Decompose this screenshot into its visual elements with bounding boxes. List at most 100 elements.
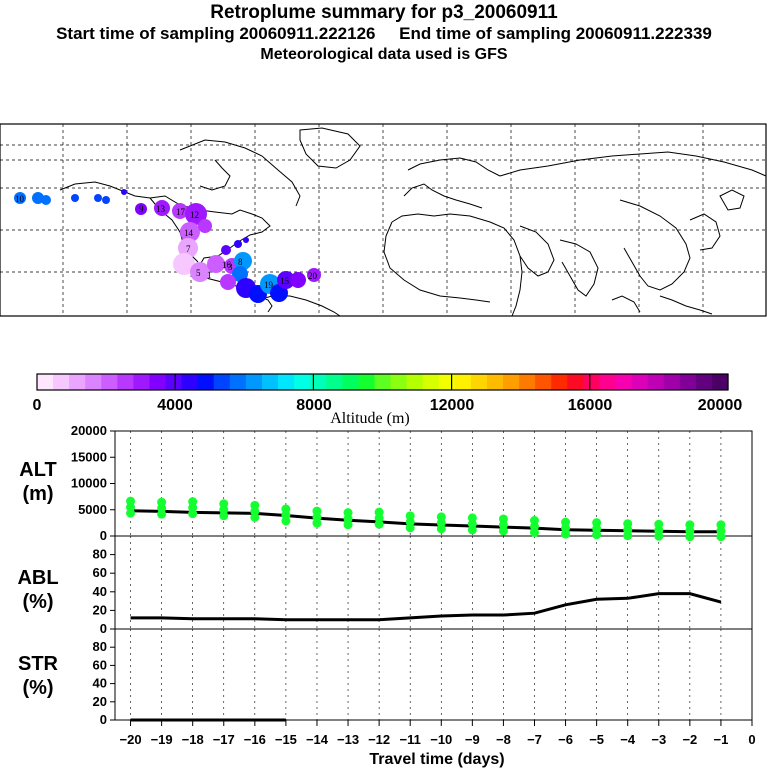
abl-series-line <box>130 592 722 622</box>
colorbar-swatch <box>37 374 54 390</box>
alt-scatter-point <box>374 519 384 529</box>
plume-dot <box>94 194 102 202</box>
plume-label: 20 <box>308 271 318 281</box>
y-tick-label: 80 <box>93 639 107 654</box>
alt-series-line <box>130 509 721 534</box>
colorbar-swatch <box>261 374 279 390</box>
colorbar-swatch <box>149 374 167 390</box>
x-tick-label: −14 <box>306 732 329 747</box>
plume-dot <box>185 203 207 225</box>
colorbar-swatch <box>599 374 617 390</box>
plume-dot <box>232 266 248 282</box>
colorbar-swatch <box>358 374 376 390</box>
colorbar-swatch <box>438 374 456 390</box>
x-tick-labels: −20 −19 −18 −17 −16 −15 −14 −13 −12 −11 −10 −9 −8 −7−… <box>120 720 756 747</box>
colorbar-swatches <box>37 374 729 390</box>
abl-ylabel-line2: (%) <box>22 591 53 613</box>
colorbar-dividers <box>174 374 591 390</box>
colorbar-swatch <box>342 374 359 390</box>
time-series-panels: 0 5000 10000 15000 20000 0 20 40 60 80 0 20 40 60 80 −… <box>17 423 755 768</box>
plume-dot <box>135 203 147 215</box>
x-tick-label: −19 <box>151 732 173 747</box>
y-tick-label: 0 <box>100 712 107 727</box>
alt-scatter-point <box>312 518 322 528</box>
retroplume-track <box>14 189 321 303</box>
plume-label: 8 <box>238 257 243 267</box>
alt-scatter-point <box>157 509 167 519</box>
series-marks <box>126 496 726 722</box>
y-tick-label: 20000 <box>71 423 107 438</box>
colorbar-swatch <box>535 374 552 390</box>
colorbar-swatch <box>631 374 649 390</box>
alt-scatter-point <box>498 526 508 536</box>
colorbar-swatch <box>486 374 504 390</box>
colorbar-swatch <box>647 374 665 390</box>
plume-dot <box>178 238 198 258</box>
plume-dot <box>220 274 236 290</box>
plume-label: 9 <box>139 204 144 214</box>
plume-dot <box>102 196 110 204</box>
x-axis-title: Travel time (days) <box>369 751 504 768</box>
plume-dot <box>207 255 225 273</box>
sampling-times: Start time of sampling 20060911.222126 E… <box>56 24 712 43</box>
x-tick-label: −10 <box>430 732 452 747</box>
plume-label: 7 <box>186 244 191 254</box>
x-tick-label: −4 <box>620 732 636 747</box>
colorbar-swatch <box>663 374 681 390</box>
plume-dot <box>190 262 210 282</box>
alt-scatter-point <box>405 523 415 533</box>
plume-dot <box>14 192 26 204</box>
alt-scatter-point <box>654 531 664 541</box>
colorbar-swatch <box>470 374 488 390</box>
figure-title: Retroplume summary for p3_20060911 <box>210 2 558 23</box>
colorbar-swatch <box>422 374 440 390</box>
colorbar-swatch <box>165 374 183 390</box>
colorbar-swatch <box>390 374 408 390</box>
colorbar-swatch <box>679 374 697 390</box>
colorbar-swatch <box>197 374 215 390</box>
colorbar-swatch <box>133 374 151 390</box>
alt-ylabel-line2: (m) <box>22 483 53 505</box>
colorbar-swatch <box>454 374 472 390</box>
colorbar-swatch <box>85 374 102 390</box>
cb-tick-label: 4000 <box>157 397 193 414</box>
y-tick-label: 40 <box>93 584 107 599</box>
x-tick-label: −9 <box>465 732 480 747</box>
x-tick-label: −16 <box>244 732 266 747</box>
str-panel-frame <box>114 628 753 721</box>
alt-scatter-point <box>219 511 229 521</box>
colorbar-swatch <box>181 374 199 390</box>
alt-ylabel-line1: ALT <box>19 459 56 481</box>
cb-tick-label: 8000 <box>296 397 332 414</box>
cb-tick-label: 16000 <box>568 397 613 414</box>
plume-dot <box>234 252 252 270</box>
colorbar-swatch <box>326 374 343 390</box>
plume-label: 1 <box>207 270 212 280</box>
colorbar-swatch <box>567 374 584 390</box>
colorbar-swatch <box>294 374 311 390</box>
y-tick-labels: 0 5000 10000 15000 20000 0 20 40 60 80 0 20 40 60 80 <box>71 423 115 727</box>
colorbar-swatch <box>711 374 729 390</box>
x-tick-label: −18 <box>182 732 204 747</box>
colorbar-swatch <box>310 374 327 390</box>
y-tick-label: 20 <box>93 602 107 617</box>
alt-scatter-point <box>716 532 726 542</box>
plume-label: 12 <box>190 210 199 220</box>
plume-label: 3 <box>228 262 233 272</box>
plume-dot <box>198 219 212 233</box>
x-tick-label: −7 <box>527 732 542 747</box>
cb-tick-label: 20000 <box>698 397 743 414</box>
y-tick-label: 10000 <box>71 476 107 491</box>
y-tick-label: 60 <box>93 565 107 580</box>
x-tick-label: −12 <box>368 732 390 747</box>
colorbar-swatch <box>229 374 247 390</box>
alt-scatter-point <box>561 529 571 539</box>
x-tick-label: −13 <box>337 732 359 747</box>
colorbar-swatch <box>69 374 86 390</box>
alt-scatter-point <box>685 532 695 542</box>
str-ylabel-line2: (%) <box>22 677 53 699</box>
abl-ylabel-line1: ABL <box>17 567 58 589</box>
plume-label: 15 <box>280 276 290 286</box>
y-tick-label: 0 <box>100 528 107 543</box>
colorbar-swatch <box>53 374 70 390</box>
